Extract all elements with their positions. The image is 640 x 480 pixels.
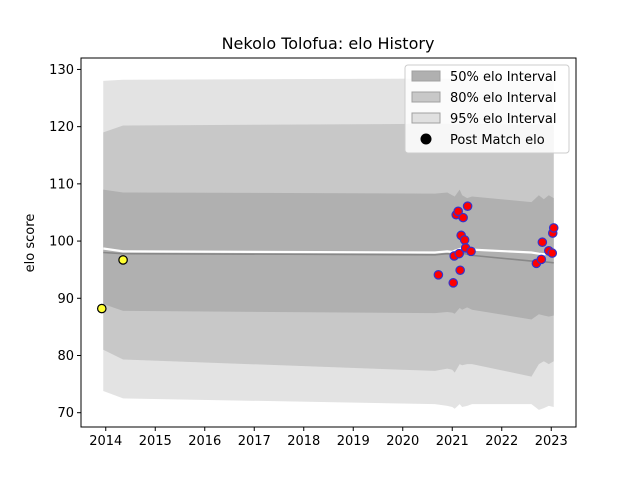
x-tick-label: 2020 — [386, 434, 419, 449]
post-match-elo-point — [96, 303, 107, 314]
x-tick-label: 2021 — [436, 434, 469, 449]
x-tick-label: 2022 — [485, 434, 518, 449]
post-match-elo-point — [433, 270, 444, 280]
y-tick-label: 80 — [57, 349, 74, 364]
plot-area — [80, 57, 577, 428]
y-tick-label: 130 — [49, 63, 74, 78]
x-axis: 2014 2015 2016 2017 2018 2019 2020 2021 2022 2023 — [89, 427, 568, 449]
post-match-elo-point — [448, 278, 459, 288]
x-tick-label: 2018 — [287, 434, 320, 449]
legend-swatch-95 — [411, 112, 441, 124]
post-match-elo-point — [453, 206, 463, 217]
x-tick-label: 2014 — [89, 434, 122, 449]
post-match-elo-point — [458, 212, 468, 223]
plot-frame — [80, 57, 577, 428]
post-match-elo-point — [547, 248, 558, 258]
x-tick-label: 2023 — [535, 434, 568, 449]
legend-label-post-match: Post Match elo — [450, 133, 545, 148]
x-tick-label: 2019 — [337, 434, 370, 449]
y-tick-label: 90 — [57, 292, 74, 307]
legend: 50% elo Interval 80% elo Interval 95% el… — [404, 64, 570, 154]
post-match-elo-point — [537, 237, 548, 248]
legend-marker-post-match — [420, 133, 432, 145]
legend-label-95: 95% elo Interval — [450, 112, 557, 127]
y-axis: 70 80 90 100 110 120 130 — [49, 63, 81, 421]
x-tick-label: 2015 — [139, 434, 172, 449]
post-match-elo-point — [536, 254, 547, 265]
y-tick-label: 110 — [49, 177, 74, 192]
post-match-elo-point — [466, 246, 476, 257]
x-tick-label: 2017 — [238, 434, 271, 449]
y-tick-label: 100 — [49, 235, 74, 250]
legend-box — [404, 64, 570, 154]
post-match-elo-point — [455, 265, 465, 276]
y-axis-title: elo score — [23, 214, 38, 273]
legend-swatch-50 — [411, 70, 441, 82]
post-match-elo-point — [118, 255, 128, 265]
chart-title: Nekolo Tolofua: elo History — [222, 34, 435, 53]
legend-label-50: 50% elo Interval — [450, 70, 557, 85]
post-match-elo-point — [462, 201, 473, 211]
legend-swatch-80 — [411, 91, 441, 103]
y-tick-label: 70 — [57, 406, 74, 421]
y-tick-label: 120 — [49, 120, 74, 135]
post-match-elo-point — [454, 248, 464, 259]
legend-label-80: 80% elo Interval — [450, 91, 557, 106]
post-match-elo-point — [459, 235, 470, 245]
x-tick-label: 2016 — [188, 434, 221, 449]
post-match-elo-point — [548, 223, 559, 233]
